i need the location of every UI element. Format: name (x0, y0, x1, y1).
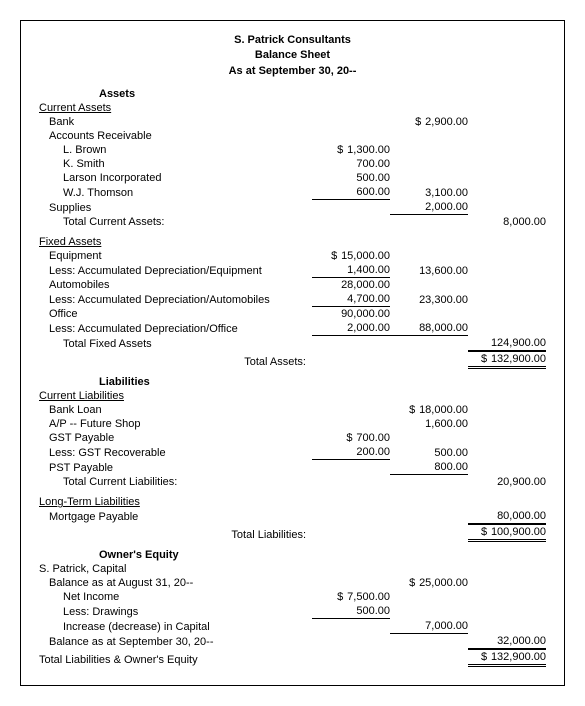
auto-value: 28,000.00 (312, 278, 390, 292)
office-label: Office (39, 307, 312, 321)
netincome-label: Net Income (39, 590, 312, 604)
ar-item-value: 600.00 (312, 185, 390, 200)
total-current-liab-value: 20,900.00 (468, 475, 546, 489)
header: S. Patrick Consultants Balance Sheet As … (39, 33, 546, 79)
mortgage-value: 80,000.00 (468, 509, 546, 524)
dep-equipment-value: 1,400.00 (312, 263, 390, 278)
ar-item-label: Larson Incorporated (39, 171, 312, 185)
office-net: 88,000.00 (390, 321, 468, 336)
dep-equipment-label: Less: Accumulated Depreciation/Equipment (39, 264, 312, 278)
total-current-liab-label: Total Current Liabilities: (39, 475, 312, 489)
capital-label: S. Patrick, Capital (39, 562, 312, 576)
gst-rec-value: 200.00 (312, 445, 390, 460)
current-liab-label: Current Liabilities (39, 389, 312, 403)
total-liab-value: $100,900.00 (468, 524, 546, 542)
total-le-value: $132,900.00 (468, 649, 546, 667)
bal-close-value: 32,000.00 (468, 634, 546, 649)
auto-net: 23,300.00 (390, 293, 468, 307)
pst-label: PST Payable (39, 461, 312, 475)
total-current-assets-value: 8,000.00 (468, 215, 546, 229)
gst-pay-label: GST Payable (39, 431, 312, 445)
dep-office-label: Less: Accumulated Depreciation/Office (39, 322, 312, 336)
total-current-assets-label: Total Current Assets: (39, 215, 312, 229)
current-assets-label: Current Assets (39, 101, 312, 115)
bankloan-value: $18,000.00 (390, 403, 468, 417)
increase-value: 7,000.00 (390, 619, 468, 634)
dep-auto-value: 4,700.00 (312, 292, 390, 307)
supplies-label: Supplies (39, 201, 312, 215)
equipment-label: Equipment (39, 249, 312, 263)
total-assets-label: Total Assets: (39, 355, 312, 369)
total-fixed-value: 124,900.00 (468, 336, 546, 351)
gst-net: 500.00 (390, 446, 468, 460)
sheet-title: Balance Sheet (39, 48, 546, 63)
equity-title: Owner's Equity (39, 548, 312, 562)
bal-open-value: $25,000.00 (390, 576, 468, 590)
ar-label: Accounts Receivable (39, 129, 312, 143)
pst-value: 800.00 (390, 460, 468, 475)
ap-value: 1,600.00 (390, 417, 468, 431)
ar-item-label: W.J. Thomson (39, 186, 312, 200)
dep-office-value: 2,000.00 (312, 321, 390, 336)
bankloan-label: Bank Loan (39, 403, 312, 417)
liabilities-title: Liabilities (39, 375, 312, 389)
bank-label: Bank (39, 115, 312, 129)
ar-item-label: K. Smith (39, 157, 312, 171)
ar-item-value: 700.00 (312, 157, 390, 171)
ar-item-label: L. Brown (39, 143, 312, 157)
total-fixed-label: Total Fixed Assets (39, 337, 312, 351)
ar-item-value: $1,300.00 (312, 143, 390, 157)
company-name: S. Patrick Consultants (39, 33, 546, 48)
ar-item-value: 500.00 (312, 171, 390, 185)
bank-value: $2,900.00 (390, 115, 468, 129)
gst-rec-label: Less: GST Recoverable (39, 446, 312, 460)
drawings-label: Less: Drawings (39, 605, 312, 619)
mortgage-label: Mortgage Payable (39, 510, 312, 524)
dep-auto-label: Less: Accumulated Depreciation/Automobil… (39, 293, 312, 307)
balance-sheet: S. Patrick Consultants Balance Sheet As … (20, 20, 565, 686)
drawings-value: 500.00 (312, 604, 390, 619)
bal-open-label: Balance as at August 31, 20-- (39, 576, 312, 590)
increase-label: Increase (decrease) in Capital (39, 620, 312, 634)
supplies-value: 2,000.00 (390, 200, 468, 215)
bal-close-label: Balance as at September 30, 20-- (39, 635, 312, 649)
netincome-value: $7,500.00 (312, 590, 390, 604)
total-le-label: Total Liabilities & Owner's Equity (39, 653, 312, 667)
as-at-date: As at September 30, 20-- (39, 64, 546, 79)
equipment-net: 13,600.00 (390, 264, 468, 278)
assets-title: Assets (39, 87, 312, 101)
auto-label: Automobiles (39, 278, 312, 292)
equipment-value: $15,000.00 (312, 249, 390, 263)
ap-label: A/P -- Future Shop (39, 417, 312, 431)
fixed-assets-label: Fixed Assets (39, 235, 312, 249)
total-liab-label: Total Liabilities: (39, 528, 312, 542)
assets-section: Assets (39, 87, 546, 101)
total-assets-value: $132,900.00 (468, 351, 546, 369)
longterm-liab-label: Long-Term Liabilities (39, 495, 312, 509)
office-value: 90,000.00 (312, 307, 390, 321)
gst-pay-value: $700.00 (312, 431, 390, 445)
ar-subtotal: 3,100.00 (390, 186, 468, 200)
